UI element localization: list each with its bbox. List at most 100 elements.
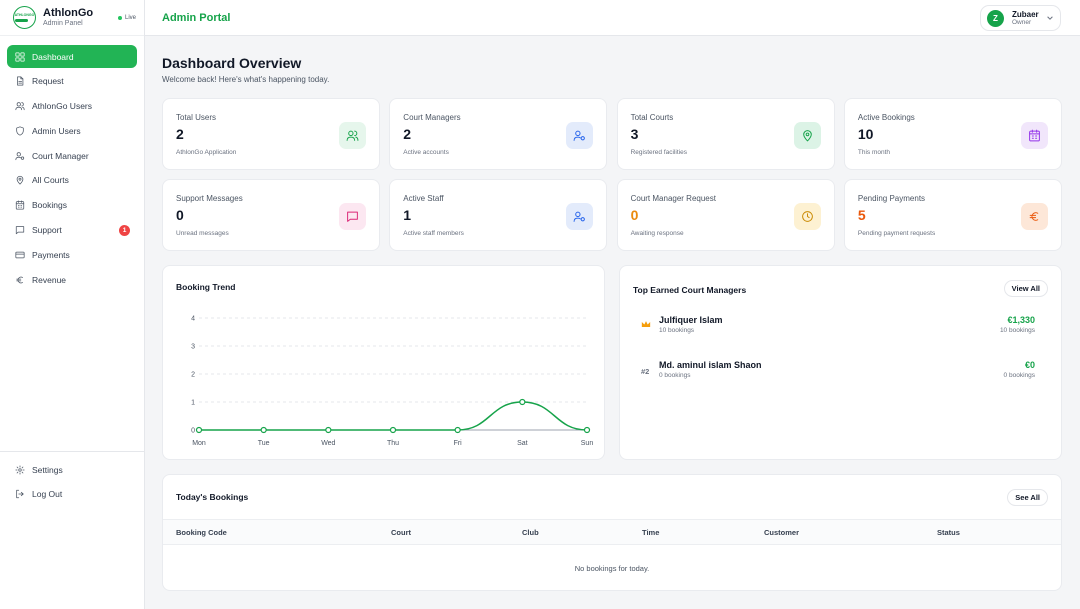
manager-bookings-right: 0 bookings xyxy=(1003,372,1035,379)
sidebar-item-label: Bookings xyxy=(32,200,67,211)
stat-icon-box xyxy=(793,203,821,230)
column-header: Customer xyxy=(764,528,800,537)
sidebar-item-bookings[interactable]: Bookings xyxy=(7,194,137,217)
sidebar-item-request[interactable]: Request xyxy=(7,70,137,93)
stat-card-court-managers[interactable]: Court Managers 2 Active accounts xyxy=(389,98,608,170)
sidebar-item-athlongo-users[interactable]: AthlonGo Users xyxy=(7,95,137,118)
todays-bookings-title: Today's Bookings xyxy=(176,492,249,502)
trend-line xyxy=(199,401,588,431)
data-point[interactable] xyxy=(195,426,203,434)
y-tick-label: 1 xyxy=(191,400,195,407)
sidebar-item-admin-users[interactable]: Admin Users xyxy=(7,119,137,142)
sidebar-item-revenue[interactable]: Revenue xyxy=(7,268,137,291)
sidebar-item-payments[interactable]: Payments xyxy=(7,243,137,266)
stat-icon-box xyxy=(566,203,594,230)
data-point[interactable] xyxy=(389,426,397,434)
booking-trend-title: Booking Trend xyxy=(176,282,236,292)
stat-icon-box xyxy=(1020,203,1048,230)
stat-label: Total Users xyxy=(176,113,217,122)
sidebar-item-label: Payments xyxy=(32,249,70,260)
document-icon xyxy=(17,76,24,86)
stat-value: 2 xyxy=(403,126,412,142)
stat-label: Pending Payments xyxy=(857,194,926,203)
stat-icon-box xyxy=(1020,122,1048,149)
manager-earnings: €0 xyxy=(1024,360,1035,370)
manager-earnings: €1,330 xyxy=(1007,315,1035,325)
sidebar-item-settings[interactable]: Settings xyxy=(7,458,137,481)
sidebar-item-label: Admin Users xyxy=(32,125,81,136)
manager-row[interactable]: #2 Md. aminul islam Shaon 0 bookings €0 0 bo… xyxy=(633,360,1043,386)
table-header: Booking Code Court Club Time Customer Status xyxy=(163,519,1061,545)
sidebar-item-label: Request xyxy=(32,76,64,87)
stat-note: Pending payment requests xyxy=(857,230,936,237)
stat-value: 1 xyxy=(403,207,412,223)
user-menu[interactable]: Z Zubaer Owner xyxy=(980,5,1061,31)
sidebar-nav: Dashboard Request AthlonGo Users Admin User… xyxy=(0,36,144,291)
stat-value: 5 xyxy=(857,207,866,223)
stat-card-active-staff[interactable]: Active Staff 1 Active staff members xyxy=(389,179,608,251)
sidebar-item-dashboard[interactable]: Dashboard xyxy=(7,45,137,68)
x-tick-label: Fri xyxy=(454,440,463,447)
topbar: Admin Portal Z Zubaer Owner xyxy=(145,0,1080,36)
manager-row[interactable]: Julfiquer Islam 10 bookings €1,330 10 booki… xyxy=(633,315,1043,341)
y-tick-label: 3 xyxy=(191,344,195,351)
chat-icon xyxy=(15,226,25,235)
stat-card-support-messages[interactable]: Support Messages 0 Unread messages xyxy=(162,179,380,251)
stat-value: 0 xyxy=(630,207,639,223)
portal-title: Admin Portal xyxy=(162,12,231,24)
stat-note: Active accounts xyxy=(403,149,449,156)
x-tick-label: Tue xyxy=(258,440,270,447)
sidebar-item-support[interactable]: Support 1 xyxy=(7,219,137,242)
manager-rank: #2 xyxy=(641,367,650,376)
see-all-button[interactable]: See All xyxy=(1007,489,1048,506)
user-name: Zubaer xyxy=(1012,9,1039,19)
gear-icon xyxy=(15,464,25,475)
stat-label: Support Messages xyxy=(176,194,243,203)
data-point[interactable] xyxy=(454,426,461,434)
stat-note: Registered facilities xyxy=(630,149,687,156)
stat-note: This month xyxy=(857,149,891,156)
sidebar-item-label: AthlonGo Users xyxy=(32,101,92,112)
grid-icon xyxy=(15,51,25,62)
stat-label: Active Bookings xyxy=(857,113,915,122)
sidebar-item-all-courts[interactable]: All Courts xyxy=(7,169,137,192)
y-tick-label: 0 xyxy=(191,428,195,435)
x-tick-label: Mon xyxy=(192,440,206,447)
user-gear-icon xyxy=(15,151,25,160)
x-tick-label: Sat xyxy=(517,440,528,447)
manager-bookings: 10 bookings xyxy=(659,327,695,334)
brand-name: AthlonGo xyxy=(43,7,94,19)
stat-value: 10 xyxy=(857,126,874,142)
view-all-button[interactable]: View All xyxy=(1003,280,1048,297)
stat-value: 0 xyxy=(176,207,184,223)
stat-value: 3 xyxy=(630,126,639,142)
stat-card-pending-payments[interactable]: Pending Payments 5 Pending payment request… xyxy=(843,179,1062,251)
stat-card-total-users[interactable]: Total Users 2 AthlonGo Application xyxy=(162,98,380,170)
top-managers-title: Top Earned Court Managers xyxy=(633,285,747,295)
stat-card-court-manager-request[interactable]: Court Manager Request 0 Awaiting response xyxy=(616,179,835,251)
logout-icon xyxy=(16,490,24,499)
calendar-icon xyxy=(1029,129,1040,142)
stat-card-total-courts[interactable]: Total Courts 3 Registered facilities xyxy=(616,98,835,170)
stat-label: Court Manager Request xyxy=(630,194,716,203)
shield-icon xyxy=(16,126,24,136)
data-point[interactable] xyxy=(260,426,267,434)
user-gear-icon xyxy=(573,130,586,141)
todays-bookings-card: Today's Bookings See All Booking Code Cou… xyxy=(162,474,1062,591)
stat-card-active-bookings[interactable]: Active Bookings 10 This month xyxy=(843,98,1062,170)
map-pin-icon xyxy=(16,176,24,186)
crown-icon xyxy=(641,321,651,327)
stat-note: Awaiting response xyxy=(630,230,684,237)
data-point[interactable] xyxy=(583,426,591,434)
stat-icon-box xyxy=(339,203,366,230)
manager-name: Julfiquer Islam xyxy=(659,315,723,325)
users-icon xyxy=(346,130,359,141)
empty-state: No bookings for today. xyxy=(574,564,650,573)
data-point[interactable] xyxy=(519,398,526,406)
data-point[interactable] xyxy=(325,426,332,434)
sidebar-item-court-manager[interactable]: Court Manager xyxy=(7,144,137,167)
sidebar-item-label: Support xyxy=(32,225,62,236)
sidebar-item-log-out[interactable]: Log Out xyxy=(7,483,137,506)
stat-label: Active Staff xyxy=(403,194,444,203)
chevron-down-icon xyxy=(1047,16,1053,20)
